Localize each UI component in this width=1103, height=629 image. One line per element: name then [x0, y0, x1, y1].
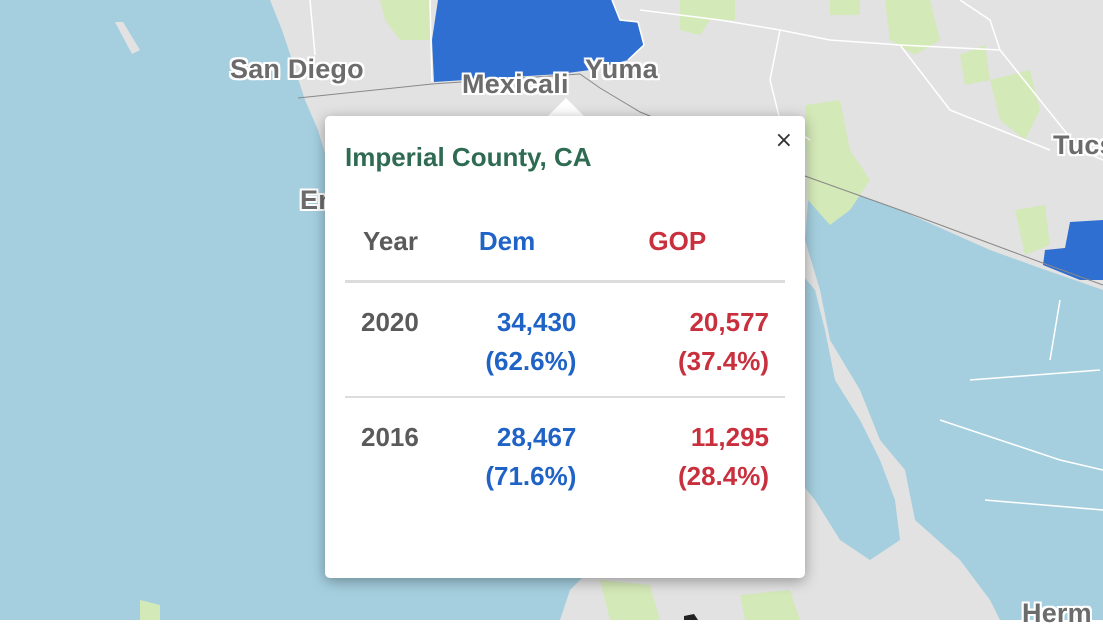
park-area	[830, 0, 860, 15]
park-area	[960, 45, 990, 85]
row-dem: 34,430 (62.6%)	[458, 281, 577, 398]
city-label-yuma: Yuma	[585, 54, 658, 84]
row-gop: 11,295 (28.4%)	[576, 397, 785, 512]
map-marker	[684, 614, 698, 620]
county-popup: × Imperial County, CA Year Dem GOP 2020 …	[325, 116, 805, 578]
island	[115, 22, 140, 54]
city-label-mexicali: Mexicali	[462, 69, 569, 99]
park-area	[1015, 205, 1050, 255]
park-area	[885, 0, 940, 55]
row-gop: 20,577 (37.4%)	[576, 281, 785, 398]
county-borders	[309, 0, 1103, 511]
table-row: 2020 34,430 (62.6%) 20,577 (37.4%)	[345, 281, 785, 398]
gop-percent: (37.4%)	[677, 346, 769, 376]
dem-votes: 28,467	[496, 421, 577, 452]
popup-tip	[546, 98, 586, 118]
park-area	[140, 600, 160, 620]
dem-percent: (62.6%)	[485, 346, 577, 376]
park-area	[680, 0, 735, 35]
county-dem-az[interactable]	[1043, 220, 1103, 280]
popup-title: Imperial County, CA	[345, 142, 592, 172]
close-icon[interactable]: ×	[774, 128, 793, 153]
row-year: 2020	[345, 281, 459, 398]
table-header-row: Year Dem GOP	[345, 202, 785, 283]
city-label-hermosillo: Herm	[1022, 598, 1092, 628]
city-label-tucson: Tucs	[1053, 130, 1103, 160]
park-area	[600, 580, 660, 620]
park-area	[990, 70, 1040, 140]
header-year: Year	[345, 202, 459, 283]
header-gop: GOP	[576, 202, 785, 283]
gop-votes: 20,577	[689, 307, 769, 337]
dem-votes: 34,430	[496, 307, 577, 337]
park-area	[380, 0, 430, 40]
row-dem: 28,467 (71.6%)	[459, 397, 576, 512]
county-imperial[interactable]	[432, 0, 644, 82]
table-row: 2016 28,467 (71.6%) 11,295 (28.4%)	[345, 397, 785, 512]
gop-percent: (28.4%)	[677, 460, 769, 491]
dem-percent: (71.6%)	[485, 460, 577, 491]
row-year: 2016	[361, 421, 419, 452]
results-table: Year Dem GOP 2020 34,430 (62.6%) 20,577 …	[345, 202, 785, 512]
international-border	[297, 73, 1103, 286]
gop-votes: 11,295	[690, 421, 769, 452]
city-label-san-diego: San Diego	[230, 54, 364, 84]
park-area	[740, 590, 800, 620]
header-dem: Dem	[458, 202, 577, 283]
